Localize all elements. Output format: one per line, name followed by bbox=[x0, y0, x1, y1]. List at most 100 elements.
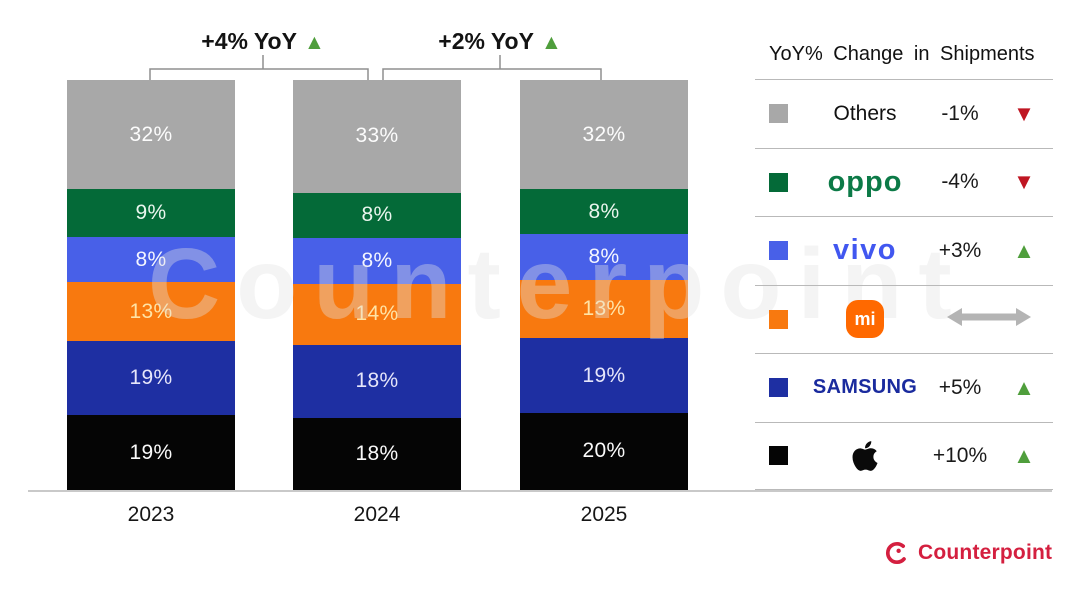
bar-segment-xiaomi-2024: 14% bbox=[293, 283, 461, 346]
segment-value-label: 32% bbox=[582, 122, 626, 146]
apple-logo bbox=[851, 439, 879, 473]
yoy-annotation-label: +4% YoY bbox=[201, 28, 297, 54]
legend-rows: Others -1% ▼ oppo -4% ▼ vivo +3% ▲ mi SAMSUNG +5% ▲ +… bbox=[755, 79, 1053, 490]
bar-segment-oppo-2023: 9% bbox=[67, 189, 235, 238]
bar-segment-apple-2023: 19% bbox=[67, 415, 235, 491]
legend-row-samsung: SAMSUNG +5% ▲ bbox=[755, 353, 1053, 422]
bar-segment-vivo-2025: 8% bbox=[520, 234, 688, 280]
segment-value-label: 19% bbox=[129, 366, 173, 390]
x-axis-label-2025: 2025 bbox=[580, 503, 628, 526]
bar-segment-apple-2025: 20% bbox=[520, 412, 688, 491]
others-logo: Others bbox=[833, 102, 896, 126]
bar-segment-xiaomi-2023: 13% bbox=[67, 282, 235, 341]
bar-segment-vivo-2023: 8% bbox=[67, 237, 235, 283]
stacked-bar-2023: 32% 9% 8% 13% 19% 19% bbox=[67, 80, 235, 491]
segment-value-label: 32% bbox=[129, 122, 173, 146]
segment-value-label: 33% bbox=[355, 124, 399, 148]
direction-indicator: ▲ bbox=[1013, 375, 1035, 401]
samsung-wordmark: SAMSUNG bbox=[812, 376, 918, 399]
xiaomi-mi-badge-icon: mi bbox=[846, 300, 884, 339]
legend-swatch-apple bbox=[769, 446, 788, 466]
yoy-change-value: -4% bbox=[941, 170, 979, 194]
bar-segment-vivo-2024: 8% bbox=[293, 238, 461, 284]
direction-indicator: ▼ bbox=[1013, 101, 1035, 127]
oppo-wordmark: oppo bbox=[827, 165, 903, 198]
legend-row-others: Others -1% ▼ bbox=[755, 79, 1053, 148]
bracket-2024-2025 bbox=[382, 68, 602, 80]
bar-segment-others-2023: 32% bbox=[67, 80, 235, 190]
segment-value-label: 19% bbox=[582, 363, 626, 387]
legend-row-vivo: vivo +3% ▲ bbox=[755, 216, 1053, 285]
bar-segment-oppo-2024: 8% bbox=[293, 192, 461, 239]
segment-value-label: 19% bbox=[129, 440, 173, 464]
segment-value-label: 9% bbox=[135, 201, 167, 225]
legend-swatch-vivo bbox=[769, 241, 788, 261]
x-axis-baseline bbox=[28, 490, 1052, 492]
samsung-logo: SAMSUNG bbox=[813, 376, 917, 399]
yoy-annotation-label: +2% YoY bbox=[438, 28, 534, 54]
up-triangle-icon: ▲ bbox=[540, 31, 562, 54]
legend-swatch-xiaomi bbox=[769, 309, 788, 329]
segment-value-label: 13% bbox=[129, 299, 173, 323]
bar-segment-samsung-2025: 19% bbox=[520, 338, 688, 413]
yoy-annotation-2023-2024: +4% YoY ▲ bbox=[201, 26, 324, 56]
legend-panel: YoY% Change in Shipments Others -1% ▼ oppo -… bbox=[755, 30, 1053, 490]
legend-title: YoY% Change in Shipments bbox=[769, 43, 1035, 65]
direction-indicator: ▲ bbox=[1013, 443, 1035, 469]
bar-segment-samsung-2024: 18% bbox=[293, 345, 461, 418]
xiaomi-logo: mi bbox=[846, 300, 884, 339]
direction-indicator: ▲ bbox=[1013, 238, 1035, 264]
up-triangle-icon: ▲ bbox=[1013, 442, 1035, 468]
legend-row-xiaomi: mi bbox=[755, 284, 1053, 354]
segment-value-label: 18% bbox=[355, 369, 399, 393]
segment-value-label: 18% bbox=[355, 441, 399, 465]
yoy-change-value: +10% bbox=[932, 443, 988, 467]
bar-segment-others-2025: 32% bbox=[520, 80, 688, 190]
up-triangle-icon: ▲ bbox=[1013, 374, 1035, 400]
legend-swatch-others bbox=[769, 104, 788, 124]
segment-value-label: 13% bbox=[582, 296, 626, 320]
segment-value-label: 8% bbox=[588, 245, 620, 269]
bar-segment-xiaomi-2025: 13% bbox=[520, 279, 688, 339]
segment-value-label: 8% bbox=[135, 247, 167, 271]
yoy-annotation-2024-2025: +2% YoY ▲ bbox=[438, 26, 561, 56]
bar-segment-oppo-2025: 8% bbox=[520, 189, 688, 235]
yoy-bracket-lines bbox=[149, 55, 602, 80]
legend-swatch-samsung bbox=[769, 378, 788, 398]
segment-value-label: 8% bbox=[361, 203, 393, 227]
x-axis-label-2024: 2024 bbox=[353, 503, 401, 526]
segment-value-label: 8% bbox=[361, 248, 393, 272]
up-triangle-icon: ▲ bbox=[1013, 237, 1035, 263]
bracket-2023-2024 bbox=[149, 68, 369, 80]
up-triangle-icon: ▲ bbox=[303, 31, 325, 54]
segment-value-label: 8% bbox=[588, 199, 620, 223]
segment-value-label: 20% bbox=[582, 439, 626, 463]
legend-row-apple: +10% ▲ bbox=[755, 421, 1053, 490]
mi-glyph: mi bbox=[854, 308, 876, 329]
apple-logo-icon bbox=[852, 440, 878, 471]
down-triangle-icon: ▼ bbox=[1013, 169, 1035, 195]
legend-row-oppo: oppo -4% ▼ bbox=[755, 147, 1053, 217]
counterpoint-swirl-icon bbox=[885, 541, 909, 565]
yoy-change-value: +5% bbox=[938, 375, 982, 399]
direction-indicator: ▼ bbox=[1013, 169, 1035, 195]
bar-segment-apple-2024: 18% bbox=[293, 417, 461, 490]
stacked-bar-chart: +4% YoY ▲ +2% YoY ▲ 32% 9% 8% 13% 19% 19% 2023 33… bbox=[28, 26, 1052, 526]
stacked-bar-2025: 32% 8% 8% 13% 19% 20% bbox=[520, 80, 688, 491]
down-triangle-icon: ▼ bbox=[1013, 100, 1035, 126]
yoy-change-value: +3% bbox=[938, 238, 982, 262]
bar-segment-samsung-2023: 19% bbox=[67, 340, 235, 416]
vivo-logo: vivo bbox=[833, 234, 897, 267]
counterpoint-logo: Counterpoint bbox=[884, 540, 1052, 566]
counterpoint-wordmark: Counterpoint bbox=[918, 541, 1053, 564]
stacked-bar-2024: 33% 8% 8% 14% 18% 18% bbox=[293, 80, 461, 490]
oppo-logo: oppo bbox=[828, 166, 903, 199]
flat-double-arrow-icon bbox=[947, 307, 1031, 332]
bar-segment-others-2024: 33% bbox=[293, 80, 461, 193]
vivo-wordmark: vivo bbox=[832, 234, 898, 267]
x-axis-label-2023: 2023 bbox=[127, 503, 175, 526]
yoy-change-value: -1% bbox=[941, 101, 979, 125]
legend-swatch-oppo bbox=[769, 172, 788, 192]
legend-brand-label: Others bbox=[833, 101, 897, 125]
